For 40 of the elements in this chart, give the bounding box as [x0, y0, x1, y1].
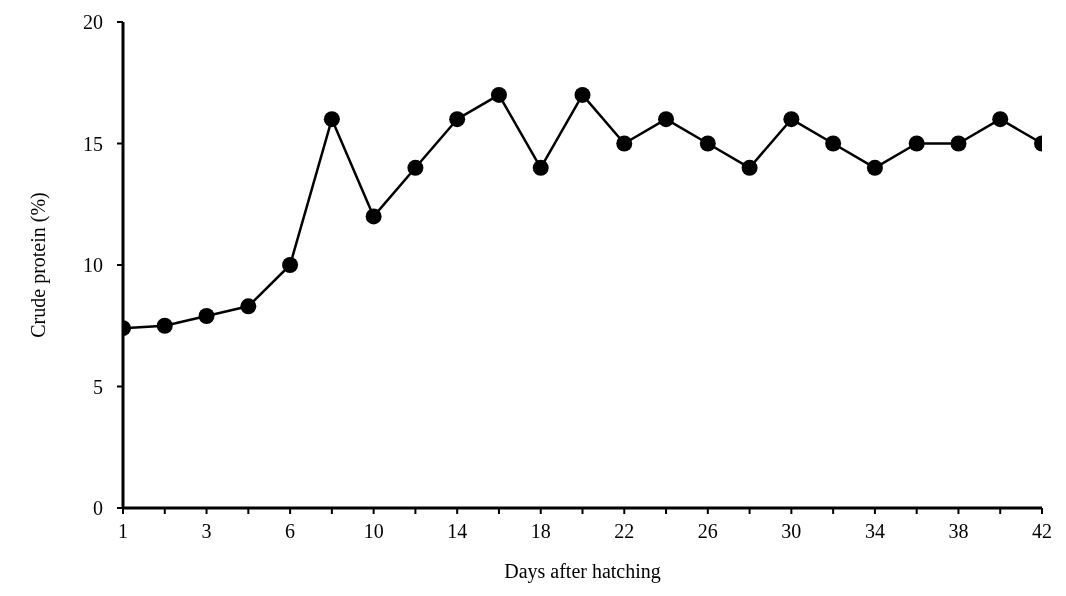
- x-tick-label: 30: [781, 520, 802, 543]
- x-tick-label: 42: [1032, 520, 1052, 543]
- point: [532, 159, 549, 176]
- point: [574, 86, 591, 103]
- point: [198, 308, 215, 325]
- point: [240, 298, 257, 315]
- x-tick-label: 1: [118, 520, 128, 543]
- x-tick-label: 38: [948, 520, 969, 543]
- y-tick-label: 15: [83, 132, 103, 155]
- x-tick-label: 14: [447, 520, 468, 543]
- point: [950, 135, 967, 152]
- point: [490, 86, 507, 103]
- point: [616, 135, 633, 152]
- point: [156, 317, 173, 334]
- point: [407, 159, 424, 176]
- y-axis-title: Crude protein (%): [27, 192, 51, 338]
- x-tick-label: 26: [697, 520, 718, 543]
- x-axis-title: Days after hatching: [504, 560, 661, 583]
- x-tick-label: 18: [530, 520, 551, 543]
- point: [825, 135, 842, 152]
- x-tick-label: 34: [864, 520, 885, 543]
- point: [365, 208, 382, 225]
- y-tick-label: 20: [83, 11, 103, 34]
- point: [449, 111, 466, 128]
- y-tick-label: 0: [93, 497, 103, 520]
- point: [908, 135, 925, 152]
- x-tick-label: 10: [363, 520, 384, 543]
- point: [658, 111, 675, 128]
- point: [992, 111, 1009, 128]
- point: [783, 111, 800, 128]
- x-tick-label: 6: [285, 520, 296, 543]
- x-tick-label: 22: [614, 520, 635, 543]
- y-tick-label: 10: [83, 254, 103, 277]
- point: [699, 135, 716, 152]
- point: [866, 159, 883, 176]
- point: [323, 111, 340, 128]
- y-tick-label: 5: [93, 375, 103, 398]
- point: [741, 159, 758, 176]
- point: [282, 257, 299, 273]
- x-tick-label: 3: [201, 520, 212, 543]
